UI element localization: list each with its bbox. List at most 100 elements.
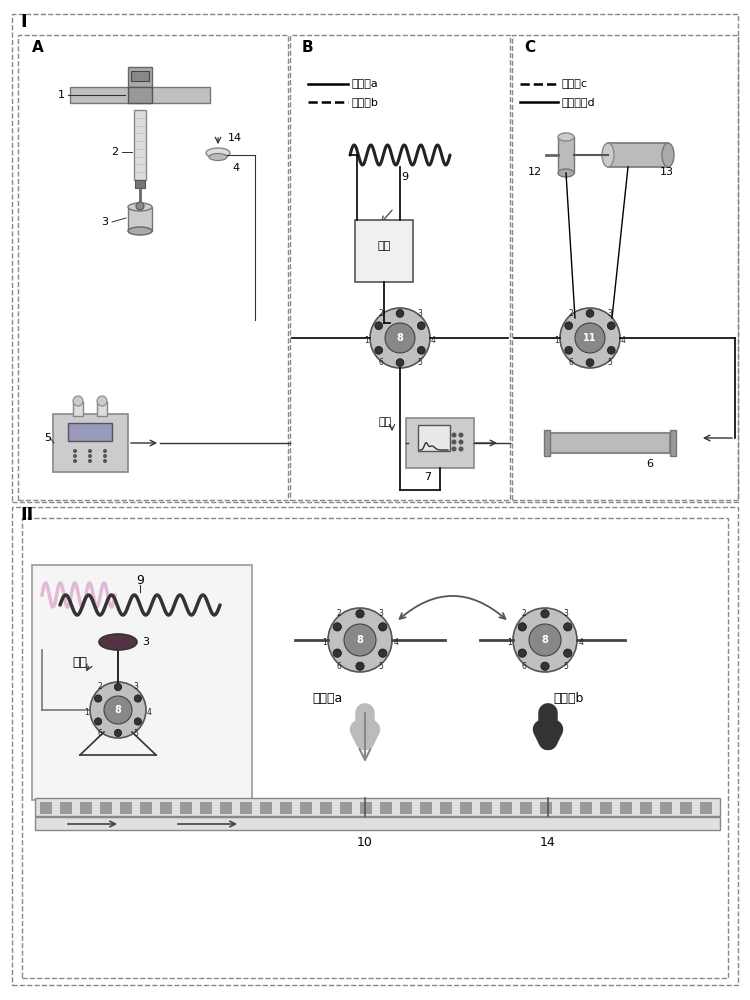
Text: 2: 2 <box>378 309 383 318</box>
Text: 载样档a: 载样档a <box>352 79 379 89</box>
Circle shape <box>344 624 376 656</box>
Circle shape <box>452 432 457 438</box>
Text: 5: 5 <box>563 662 568 671</box>
Circle shape <box>375 346 382 354</box>
Circle shape <box>541 610 549 618</box>
Bar <box>700 808 712 814</box>
Circle shape <box>541 662 549 670</box>
Circle shape <box>114 683 122 691</box>
Polygon shape <box>355 220 413 282</box>
Polygon shape <box>68 423 112 441</box>
Circle shape <box>565 346 572 354</box>
Circle shape <box>94 718 102 725</box>
Circle shape <box>103 454 107 458</box>
Circle shape <box>104 696 132 724</box>
Text: 3: 3 <box>563 609 568 618</box>
Circle shape <box>563 623 572 631</box>
Text: B: B <box>302 40 313 55</box>
Text: 3: 3 <box>417 309 422 318</box>
Text: 6: 6 <box>522 662 526 671</box>
Bar <box>420 808 432 814</box>
Text: 2: 2 <box>522 609 526 618</box>
Circle shape <box>73 449 77 453</box>
Circle shape <box>73 459 77 463</box>
Bar <box>580 808 592 814</box>
Circle shape <box>103 449 107 453</box>
Text: 6: 6 <box>646 459 653 469</box>
Circle shape <box>94 695 102 702</box>
Text: 废液: 废液 <box>377 241 391 251</box>
Bar <box>660 802 672 808</box>
Bar <box>560 808 572 814</box>
Circle shape <box>136 202 144 210</box>
Polygon shape <box>32 565 252 800</box>
Text: 6: 6 <box>337 662 342 671</box>
Bar <box>128 87 152 103</box>
Text: 9: 9 <box>401 172 409 182</box>
Bar <box>320 808 332 814</box>
Text: 2: 2 <box>568 309 573 318</box>
Polygon shape <box>406 418 474 468</box>
Circle shape <box>90 682 146 738</box>
Circle shape <box>370 308 430 368</box>
Ellipse shape <box>99 634 137 650</box>
Text: 11: 11 <box>584 333 597 343</box>
Polygon shape <box>670 430 676 456</box>
Ellipse shape <box>128 227 152 235</box>
Text: 5: 5 <box>44 433 51 443</box>
Circle shape <box>586 359 594 366</box>
Circle shape <box>458 440 464 444</box>
Circle shape <box>73 396 83 406</box>
Text: 2: 2 <box>111 147 118 157</box>
Text: 2: 2 <box>337 609 342 618</box>
Text: 8: 8 <box>115 705 122 715</box>
Bar <box>440 802 452 808</box>
Circle shape <box>458 432 464 438</box>
Text: 3: 3 <box>142 637 149 647</box>
Bar <box>135 180 145 188</box>
Bar <box>100 802 112 808</box>
Bar <box>640 802 652 808</box>
Circle shape <box>356 662 364 670</box>
Text: A: A <box>32 40 44 55</box>
Bar <box>340 802 352 808</box>
Text: 8: 8 <box>397 333 404 343</box>
Circle shape <box>385 323 415 353</box>
Bar <box>580 802 592 808</box>
Bar <box>400 808 412 814</box>
Circle shape <box>452 440 457 444</box>
Circle shape <box>418 346 425 354</box>
Text: 3: 3 <box>134 682 139 691</box>
Circle shape <box>88 454 92 458</box>
Bar <box>280 808 292 814</box>
Text: 5: 5 <box>134 729 139 738</box>
Bar <box>160 802 172 808</box>
Bar <box>360 808 372 814</box>
Bar <box>460 802 472 808</box>
Text: 3: 3 <box>378 609 383 618</box>
Text: 4: 4 <box>232 163 239 173</box>
Bar <box>400 802 412 808</box>
Bar <box>440 808 452 814</box>
Polygon shape <box>53 414 128 472</box>
Bar <box>240 808 252 814</box>
Circle shape <box>529 624 561 656</box>
Circle shape <box>333 623 341 631</box>
Text: 载样档a: 载样档a <box>313 692 343 704</box>
Text: 8: 8 <box>542 635 548 645</box>
Bar <box>120 808 132 814</box>
Bar <box>360 802 372 808</box>
Text: 1: 1 <box>507 638 512 647</box>
Bar <box>680 802 692 808</box>
Text: 废液: 废液 <box>73 656 88 668</box>
Text: 14: 14 <box>540 836 556 848</box>
Bar <box>380 808 392 814</box>
Text: 1: 1 <box>85 708 89 717</box>
Text: 6: 6 <box>98 729 102 738</box>
Bar <box>600 802 612 808</box>
Bar <box>660 808 672 814</box>
Bar <box>240 802 252 808</box>
Polygon shape <box>73 402 83 416</box>
Bar <box>340 808 352 814</box>
Circle shape <box>560 308 620 368</box>
